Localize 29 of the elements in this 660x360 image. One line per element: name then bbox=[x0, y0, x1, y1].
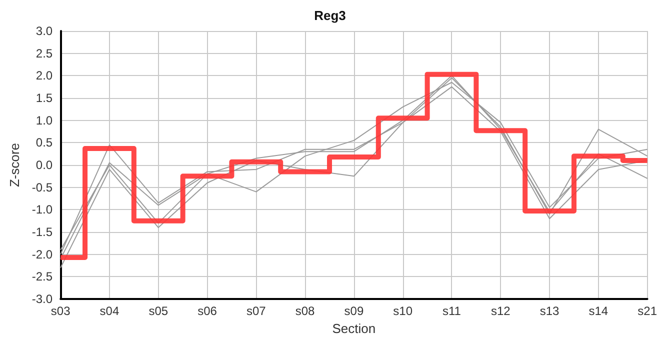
y-tick-label: -2.5 bbox=[32, 270, 53, 284]
x-tick-label: s14 bbox=[588, 304, 608, 318]
x-tick-label: s21 bbox=[638, 304, 658, 318]
y-tick-label: 1.0 bbox=[36, 113, 53, 128]
y-tick-label: 0.0 bbox=[36, 158, 53, 172]
x-tick-label: s13 bbox=[540, 304, 560, 318]
x-tick-label: s10 bbox=[393, 304, 413, 318]
x-tick-label: s09 bbox=[344, 304, 364, 318]
x-tick-label: s07 bbox=[246, 304, 266, 318]
x-tick-label: s03 bbox=[50, 304, 71, 318]
y-tick-label: 2.0 bbox=[36, 68, 53, 83]
y-axis-title: Z-score bbox=[7, 142, 22, 188]
y-tick-label: -1.0 bbox=[32, 202, 53, 217]
y-tick-label: 3.0 bbox=[36, 24, 53, 38]
y-tick-label: 1.5 bbox=[36, 91, 53, 105]
y-tick-label: -1.5 bbox=[32, 225, 53, 239]
x-tick-label: s11 bbox=[442, 304, 462, 318]
x-tick-label: s12 bbox=[490, 304, 511, 318]
x-axis-title: Section bbox=[332, 320, 376, 336]
y-tick-label: -2.0 bbox=[32, 247, 53, 262]
x-tick-label: s04 bbox=[100, 304, 120, 318]
y-tick-label: 2.5 bbox=[36, 46, 53, 60]
y-tick-label: -0.5 bbox=[32, 180, 53, 194]
x-tick-label: s06 bbox=[198, 304, 218, 318]
x-tick-label: s05 bbox=[148, 304, 168, 318]
x-tick-label: s08 bbox=[295, 304, 316, 318]
chart-title: Reg3 bbox=[314, 8, 346, 23]
y-tick-label: 0.5 bbox=[36, 136, 53, 150]
y-tick-label: -3.0 bbox=[32, 292, 53, 306]
